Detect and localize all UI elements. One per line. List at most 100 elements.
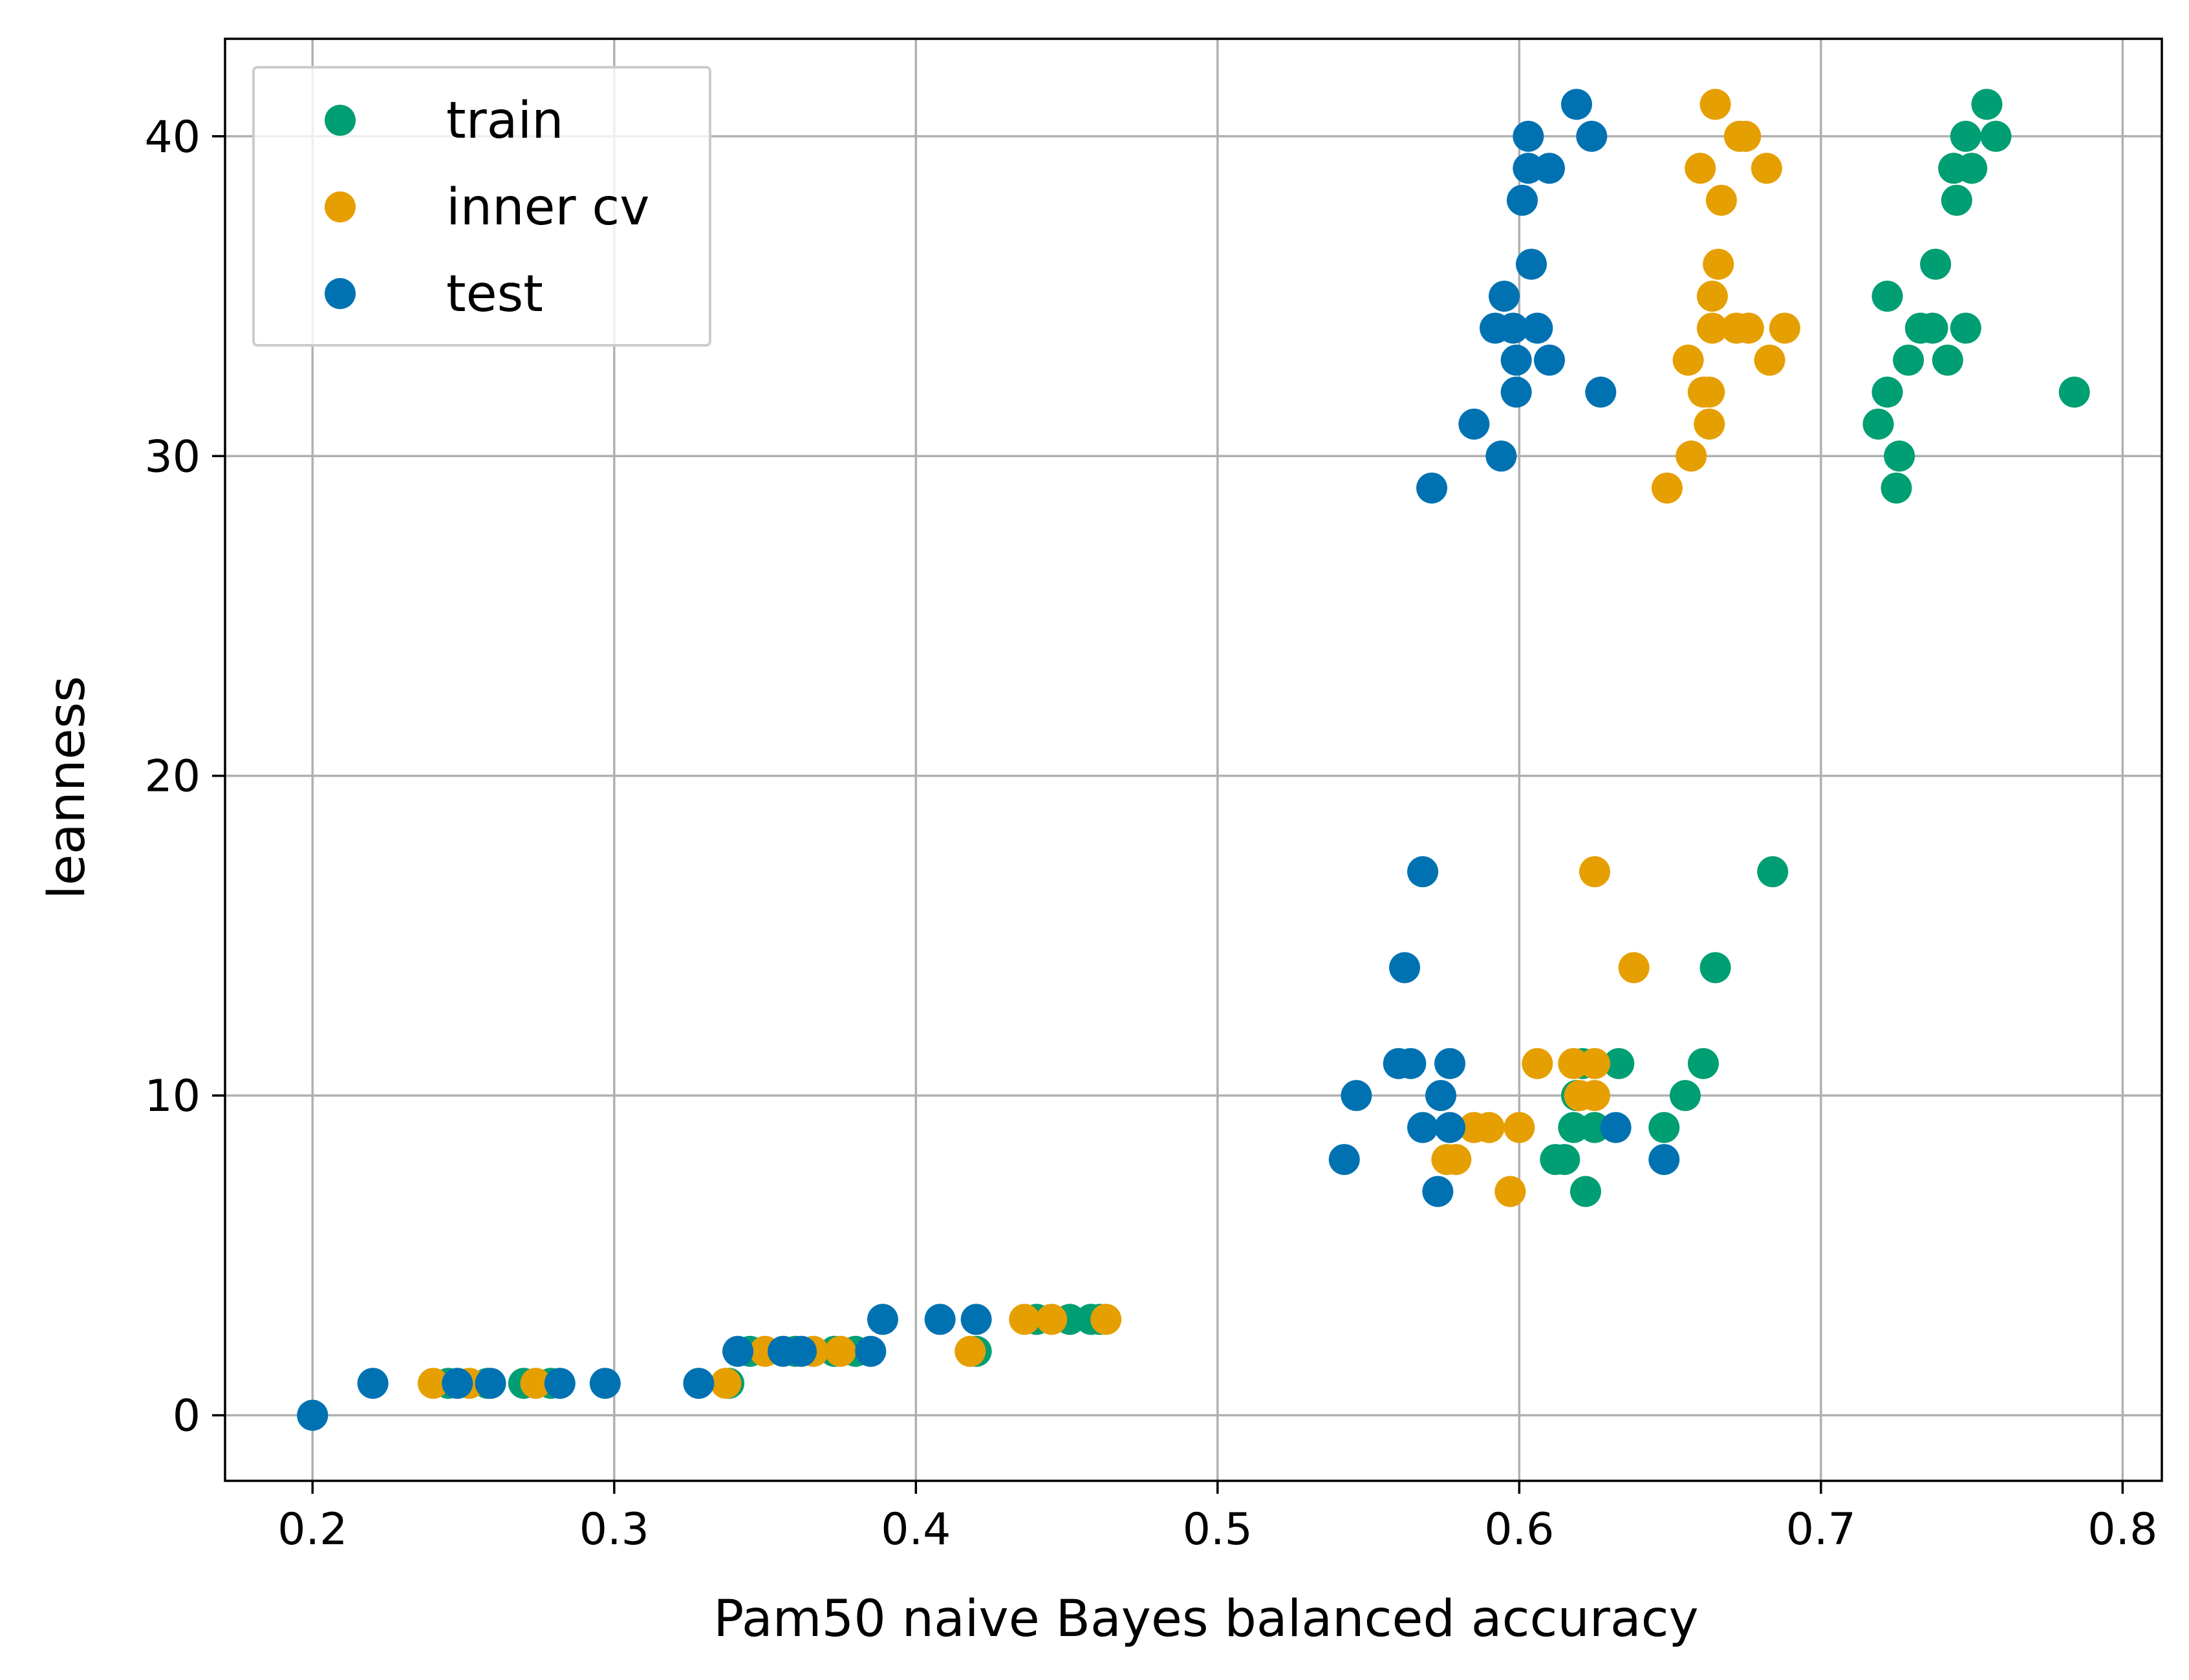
point-test: [1422, 1176, 1454, 1207]
point-inner-cv: [1579, 1048, 1610, 1079]
point-inner-cv: [1699, 89, 1731, 120]
point-train: [1871, 376, 1903, 408]
point-test: [297, 1399, 329, 1431]
legend: train inner cv test: [252, 66, 711, 347]
point-test: [1485, 440, 1517, 472]
point-test: [1500, 376, 1532, 408]
point-train: [1950, 120, 1981, 152]
point-test: [1489, 281, 1520, 312]
point-train: [1757, 856, 1789, 888]
point-train: [1669, 1080, 1701, 1112]
point-test: [1407, 856, 1439, 888]
point-inner-cv: [1579, 1080, 1610, 1112]
point-test: [544, 1368, 576, 1399]
point-test: [722, 1335, 754, 1367]
point-inner-cv: [1504, 1112, 1535, 1143]
point-train: [1881, 472, 1912, 504]
point-test: [1533, 344, 1565, 376]
plot-frame: [224, 38, 2163, 1482]
point-inner-cv: [1694, 376, 1725, 408]
y-tick-label: 0: [173, 1391, 200, 1442]
point-test: [1407, 1112, 1439, 1143]
point-inner-cv: [1473, 1112, 1505, 1143]
point-inner-cv: [1751, 153, 1782, 184]
point-train: [1893, 344, 1925, 376]
point-test: [589, 1368, 621, 1399]
legend-marker-train: [325, 105, 356, 136]
point-train: [1862, 408, 1894, 440]
point-inner-cv: [1672, 344, 1704, 376]
axis-ticks: 0.2 0.3 0.4 0.5 0.6 0.7 0.8 0 10 20 30 40: [144, 112, 2157, 1555]
x-tick-label: 0.2: [277, 1504, 347, 1555]
point-train: [1884, 440, 1915, 472]
legend-marker-inner-cv: [325, 191, 356, 222]
point-test: [1434, 1112, 1466, 1143]
point-train: [1956, 153, 1988, 184]
point-train: [1932, 344, 1963, 376]
point-test: [1328, 1144, 1360, 1176]
point-inner-cv: [417, 1368, 449, 1399]
point-inner-cv: [1732, 312, 1764, 344]
point-train: [1917, 312, 1948, 344]
point-inner-cv: [1685, 153, 1716, 184]
x-tick-label: 0.8: [2087, 1504, 2157, 1555]
point-inner-cv: [1694, 408, 1725, 440]
point-test: [1560, 89, 1592, 120]
point-test: [475, 1368, 506, 1399]
point-inner-cv: [520, 1368, 552, 1399]
data-points: [297, 89, 2090, 1431]
x-tick-label: 0.4: [881, 1504, 951, 1555]
point-test: [1648, 1144, 1680, 1176]
point-inner-cv: [1651, 472, 1683, 504]
point-test: [786, 1335, 817, 1367]
x-tick-label: 0.7: [1786, 1504, 1856, 1555]
point-inner-cv: [1754, 344, 1785, 376]
point-test: [1522, 312, 1553, 344]
point-inner-cv: [1036, 1304, 1068, 1335]
grid-lines: [225, 39, 2162, 1481]
point-train: [1941, 184, 1972, 216]
point-test: [1416, 472, 1448, 504]
point-inner-cv: [825, 1335, 856, 1367]
point-test: [1576, 120, 1608, 152]
point-inner-cv: [1696, 312, 1728, 344]
y-tick-label: 40: [144, 112, 200, 163]
point-inner-cv: [1522, 1048, 1553, 1079]
point-train: [1950, 312, 1981, 344]
point-test: [924, 1304, 956, 1335]
y-axis-label: leanness: [38, 676, 96, 899]
point-test: [1458, 408, 1490, 440]
point-train: [1699, 952, 1731, 984]
legend-box: [252, 66, 711, 347]
point-train: [1971, 89, 2003, 120]
x-tick-label: 0.5: [1183, 1504, 1253, 1555]
point-test: [1600, 1112, 1632, 1143]
point-inner-cv: [1730, 120, 1762, 152]
legend-marker-test: [325, 278, 356, 309]
point-inner-cv: [1494, 1176, 1526, 1207]
legend-label-inner-cv: inner cv: [446, 178, 649, 237]
point-inner-cv: [1579, 856, 1610, 888]
point-inner-cv: [1618, 952, 1650, 984]
point-inner-cv: [1676, 440, 1707, 472]
point-inner-cv: [1009, 1304, 1041, 1335]
point-inner-cv: [954, 1335, 986, 1367]
x-tick-label: 0.6: [1484, 1504, 1554, 1555]
point-test: [357, 1368, 389, 1399]
point-inner-cv: [1090, 1304, 1122, 1335]
point-test: [1389, 952, 1421, 984]
point-test: [1533, 153, 1565, 184]
point-test: [1513, 120, 1544, 152]
point-train: [1980, 120, 2012, 152]
legend-label-test: test: [446, 265, 543, 323]
point-test: [683, 1368, 715, 1399]
point-test: [1500, 344, 1532, 376]
point-train: [1569, 1176, 1601, 1207]
y-tick-label: 10: [144, 1071, 200, 1122]
point-inner-cv: [710, 1368, 742, 1399]
point-train: [1871, 281, 1903, 312]
point-inner-cv: [1769, 312, 1800, 344]
point-train: [2058, 376, 2090, 408]
point-inner-cv: [1703, 248, 1734, 280]
